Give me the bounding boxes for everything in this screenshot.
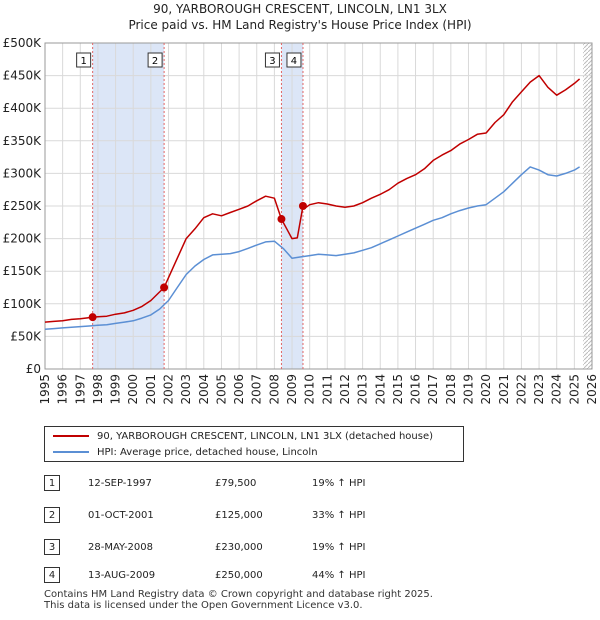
sale-point <box>298 202 307 210</box>
x-tick-label: 2026 <box>585 374 599 405</box>
transaction-row: 4 13-AUG-2009 £250,000 44% ↑ HPI <box>44 567 424 587</box>
transaction-hpi: 19% ↑ HPI <box>312 542 366 553</box>
x-tick-label: 2001 <box>144 374 158 405</box>
y-tick-label: £100K <box>3 297 43 311</box>
chart-subtitle: Price paid vs. HM Land Registry's House … <box>128 18 471 32</box>
x-tick-label: 2011 <box>320 374 334 405</box>
y-tick-label: £150K <box>3 264 43 278</box>
x-tick-label: 2012 <box>338 374 352 405</box>
sale-label-box <box>76 52 92 68</box>
x-tick-label: 2009 <box>285 374 299 405</box>
sale-label-text: 3 <box>269 56 275 67</box>
sale-point <box>88 313 97 322</box>
transaction-price: £230,000 <box>215 542 263 553</box>
sale-label-text: 1 <box>80 56 86 67</box>
transaction-date: 13-AUG-2009 <box>88 570 156 581</box>
sale-point <box>277 215 286 224</box>
transaction-number: 4 <box>44 567 60 583</box>
transaction-number: 1 <box>44 475 60 491</box>
transaction-date: 28-MAY-2008 <box>88 542 154 553</box>
sale-label-text: 2 <box>152 56 158 67</box>
x-tick-label: 2013 <box>356 374 370 405</box>
x-tick-label: 2014 <box>373 374 387 405</box>
y-tick-label: £200K <box>3 232 43 246</box>
y-tick-label: £0 <box>26 362 41 376</box>
transaction-row: 1 12-SEP-1997 £79,500 19% ↑ HPI <box>44 475 424 495</box>
transaction-price: £79,500 <box>215 478 257 489</box>
y-tick-label: £500K <box>3 36 43 50</box>
footer-copyright: Contains HM Land Registry data © Crown c… <box>44 589 433 600</box>
x-tick-label: 2006 <box>232 374 246 405</box>
footer-attribution: Contains HM Land Registry data © Crown c… <box>44 589 433 611</box>
x-tick-label: 2020 <box>479 374 493 405</box>
sale-label-box <box>286 52 302 68</box>
transaction-hpi: 44% ↑ HPI <box>312 570 366 581</box>
chart-title: 90, YARBOROUGH CRESCENT, LINCOLN, LN1 3L… <box>153 2 447 16</box>
x-tick-label: 2004 <box>197 374 211 405</box>
y-tick-label: £250K <box>3 199 43 213</box>
x-tick-label: 2003 <box>179 374 193 405</box>
y-tick-label: £400K <box>3 101 43 115</box>
plot-border <box>44 42 593 370</box>
x-tick-label: 2016 <box>409 374 423 405</box>
legend-item-hpi: HPI: Average price, detached house, Linc… <box>53 444 318 460</box>
transaction-hpi: 33% ↑ HPI <box>312 510 366 521</box>
legend-item-property: 90, YARBOROUGH CRESCENT, LINCOLN, LN1 3L… <box>53 428 433 444</box>
x-tick-label: 2021 <box>497 374 511 405</box>
x-tick-label: 2022 <box>514 374 528 405</box>
x-tick-label: 2005 <box>214 374 228 405</box>
x-tick-label: 1995 <box>38 374 52 405</box>
x-tick-label: 2023 <box>532 374 546 405</box>
x-tick-label: 2024 <box>550 374 564 405</box>
hpi-line <box>44 166 580 330</box>
y-tick-label: £50K <box>10 329 42 343</box>
transaction-price: £250,000 <box>215 570 263 581</box>
x-tick-label: 2017 <box>426 374 440 405</box>
transaction-number: 3 <box>44 539 60 555</box>
x-tick-label: 1996 <box>56 374 70 405</box>
transaction-price: £125,000 <box>215 510 263 521</box>
transaction-date: 01-OCT-2001 <box>88 510 154 521</box>
x-tick-label: 2000 <box>126 374 140 405</box>
legend-swatch-property <box>53 435 89 437</box>
legend-label-hpi: HPI: Average price, detached house, Linc… <box>97 446 318 458</box>
legend-label-property: 90, YARBOROUGH CRESCENT, LINCOLN, LN1 3L… <box>97 430 434 442</box>
transaction-number: 2 <box>44 507 60 523</box>
x-tick-label: 2018 <box>444 374 458 405</box>
x-tick-label: 2007 <box>250 374 264 405</box>
x-tick-label: 2010 <box>303 374 317 405</box>
sale-label-box <box>264 52 280 68</box>
y-tick-label: £300K <box>3 166 43 180</box>
x-tick-label: 2025 <box>567 374 581 405</box>
x-tick-label: 1997 <box>73 374 87 405</box>
x-tick-label: 1999 <box>109 374 123 405</box>
footer-license: This data is licensed under the Open Gov… <box>44 600 363 611</box>
price-chart: 90, YARBOROUGH CRESCENT, LINCOLN, LN1 3L… <box>3 2 599 405</box>
y-tick-label: £450K <box>3 69 43 83</box>
legend-swatch-hpi <box>53 451 89 453</box>
transaction-row: 3 28-MAY-2008 £230,000 19% ↑ HPI <box>44 539 424 559</box>
sale-point <box>160 283 169 292</box>
sale-label-text: 4 <box>291 56 297 67</box>
x-tick-label: 2008 <box>267 374 281 405</box>
y-tick-label: £350K <box>3 134 43 148</box>
transaction-date: 12-SEP-1997 <box>88 478 152 489</box>
x-tick-label: 1998 <box>91 374 105 405</box>
chart-legend: 90, YARBOROUGH CRESCENT, LINCOLN, LN1 3L… <box>44 426 464 462</box>
transaction-hpi: 19% ↑ HPI <box>312 478 366 489</box>
x-tick-label: 2019 <box>461 374 475 405</box>
x-tick-label: 2002 <box>162 374 176 405</box>
sale-label-box <box>147 52 163 68</box>
transaction-row: 2 01-OCT-2001 £125,000 33% ↑ HPI <box>44 507 424 527</box>
x-tick-label: 2015 <box>391 374 405 405</box>
